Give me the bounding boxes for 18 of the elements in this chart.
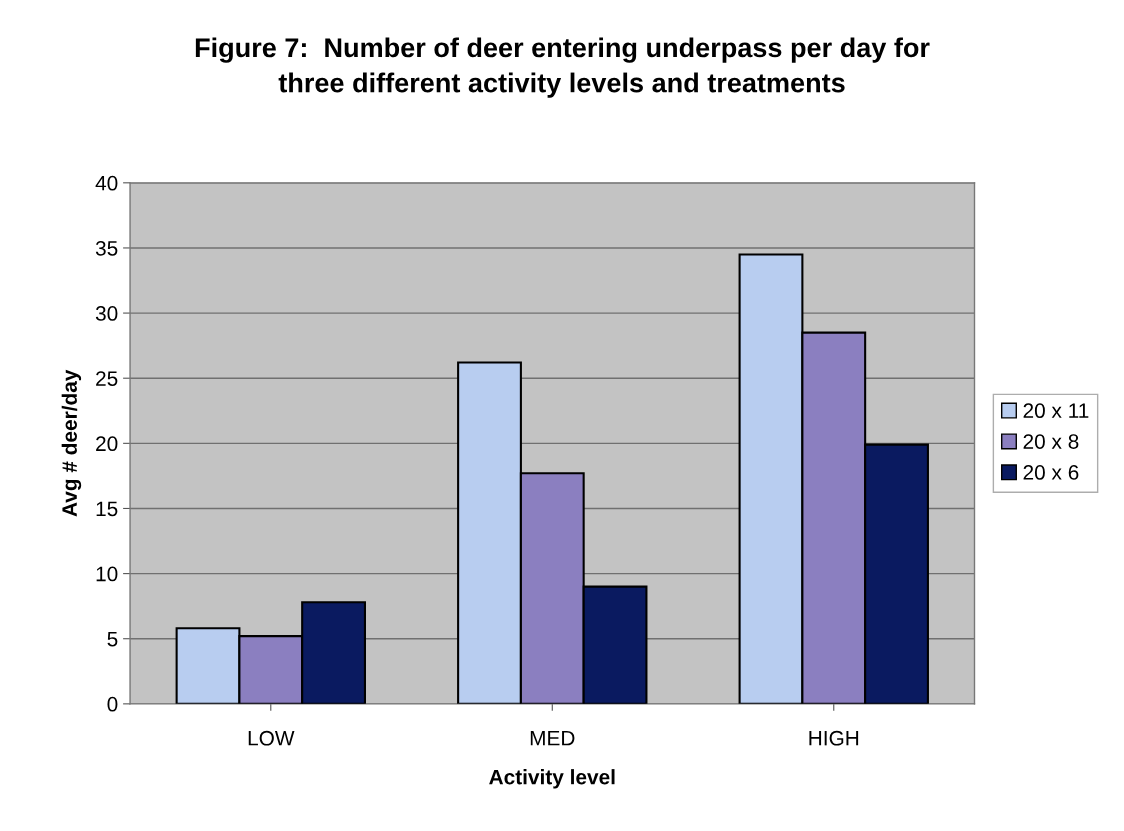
legend-label: 20 x 11	[1023, 403, 1089, 419]
legend-label: 20 x 8	[1023, 434, 1079, 449]
x-axis-title: Activity level	[489, 769, 615, 789]
x-tick-label: HIGH	[809, 730, 859, 746]
y-tick-label: 35	[95, 240, 118, 256]
y-tick-label: 0	[107, 696, 118, 712]
y-axis-title: Avg # deer/day	[61, 369, 82, 517]
x-tick-label: LOW	[248, 730, 295, 746]
y-tick-label: 5	[107, 631, 118, 647]
chart-title: Figure 7: Number of deer entering underpass per day for three different activity levels and treatments	[195, 37, 930, 98]
y-tick-label: 15	[96, 501, 118, 517]
y-tick-label: 40	[95, 175, 118, 191]
legend-label: 20 x 6	[1023, 465, 1079, 480]
x-tick-label: MED	[530, 731, 575, 746]
y-tick-label: 30	[95, 306, 118, 321]
y-tick-label: 20	[96, 436, 118, 452]
y-tick-label: 10	[96, 566, 118, 582]
y-tick-label: 25	[96, 371, 118, 386]
